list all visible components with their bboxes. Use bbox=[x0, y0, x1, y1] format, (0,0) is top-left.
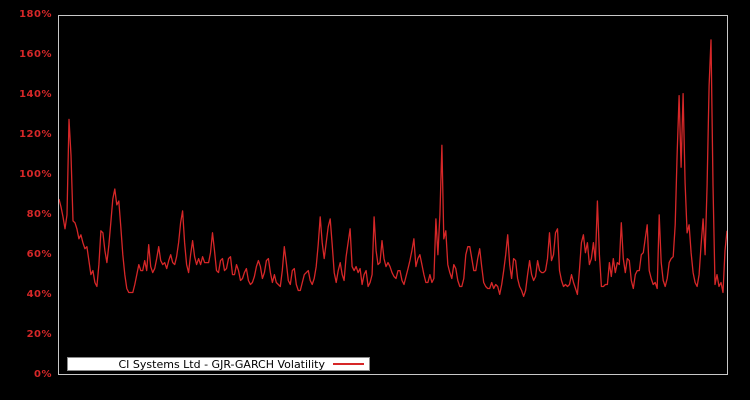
y-tick-label: 0% bbox=[34, 369, 52, 380]
volatility-line-series bbox=[59, 39, 727, 298]
y-tick-label: 160% bbox=[19, 49, 52, 60]
y-tick-label: 180% bbox=[19, 9, 52, 20]
volatility-line bbox=[59, 39, 727, 298]
y-tick-label: 140% bbox=[19, 89, 52, 100]
y-tick-label: 20% bbox=[26, 329, 52, 340]
plot-area bbox=[58, 15, 728, 375]
y-tick-label: 40% bbox=[26, 289, 52, 300]
legend-line-sample bbox=[333, 363, 364, 365]
y-tick-label: 120% bbox=[19, 129, 52, 140]
y-tick-label: 80% bbox=[26, 209, 52, 220]
y-tick-label: 60% bbox=[26, 249, 52, 260]
legend: CI Systems Ltd - GJR-GARCH Volatility bbox=[67, 357, 370, 371]
y-tick-label: 100% bbox=[19, 169, 52, 180]
legend-label: CI Systems Ltd - GJR-GARCH Volatility bbox=[118, 357, 326, 371]
